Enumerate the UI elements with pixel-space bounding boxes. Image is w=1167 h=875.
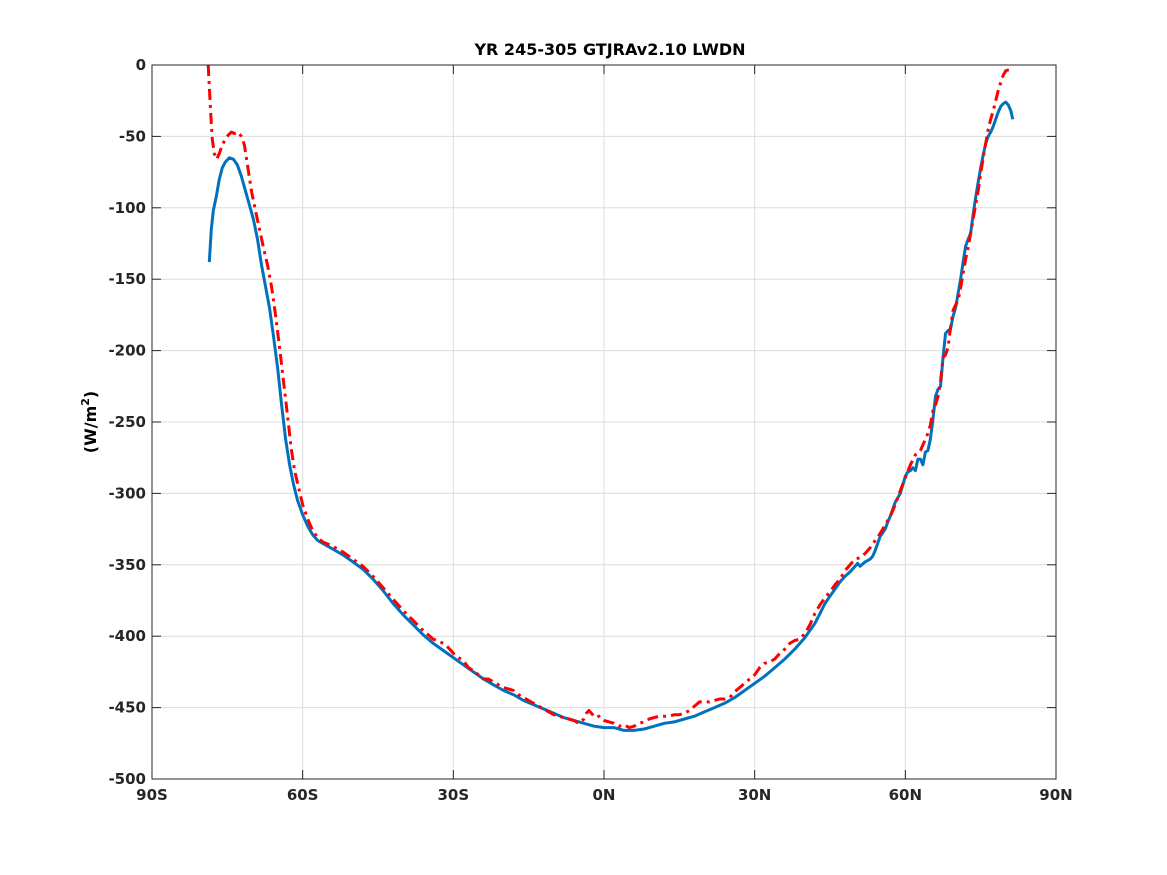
series-line-1 — [206, 64, 1013, 730]
x-tick-label: 0N — [593, 786, 616, 804]
x-tick-label: 90N — [1039, 786, 1072, 804]
x-tick-label: 60N — [889, 786, 922, 804]
y-axis-label-close: ) — [81, 391, 100, 398]
y-tick-label: -500 — [108, 770, 146, 788]
x-tick-label: 60S — [287, 786, 319, 804]
y-tick-label: -100 — [108, 199, 146, 217]
y-tick-label: -400 — [108, 627, 146, 645]
y-tick-label: -150 — [108, 270, 146, 288]
chart-title: YR 245-305 GTJRAv2.10 LWDN — [473, 40, 745, 59]
series-layer — [206, 64, 1015, 732]
y-tick-label: -250 — [108, 413, 146, 431]
y-tick-label: -300 — [108, 484, 146, 502]
tick-layer: 90S 60S 30S 0N 30N 60N 90N 0 -50 -100 -150 -200 -250… — [108, 56, 1072, 804]
grid-layer — [151, 64, 1057, 780]
x-tick-label: 30N — [738, 786, 771, 804]
y-axis-label-sup: 2 — [79, 398, 92, 406]
y-tick-label: -350 — [108, 556, 146, 574]
y-tick-label: -50 — [119, 127, 146, 145]
x-tick-label: 90S — [136, 786, 168, 804]
y-tick-label: -200 — [108, 342, 146, 360]
y-axis-label: (W/m2) — [79, 391, 100, 453]
series-line-0 — [207, 100, 1015, 732]
y-axis-label-main: (W/m — [81, 406, 100, 453]
x-tick-label: 30S — [437, 786, 469, 804]
y-tick-label: 0 — [136, 56, 146, 74]
y-tick-label: -450 — [108, 699, 146, 717]
